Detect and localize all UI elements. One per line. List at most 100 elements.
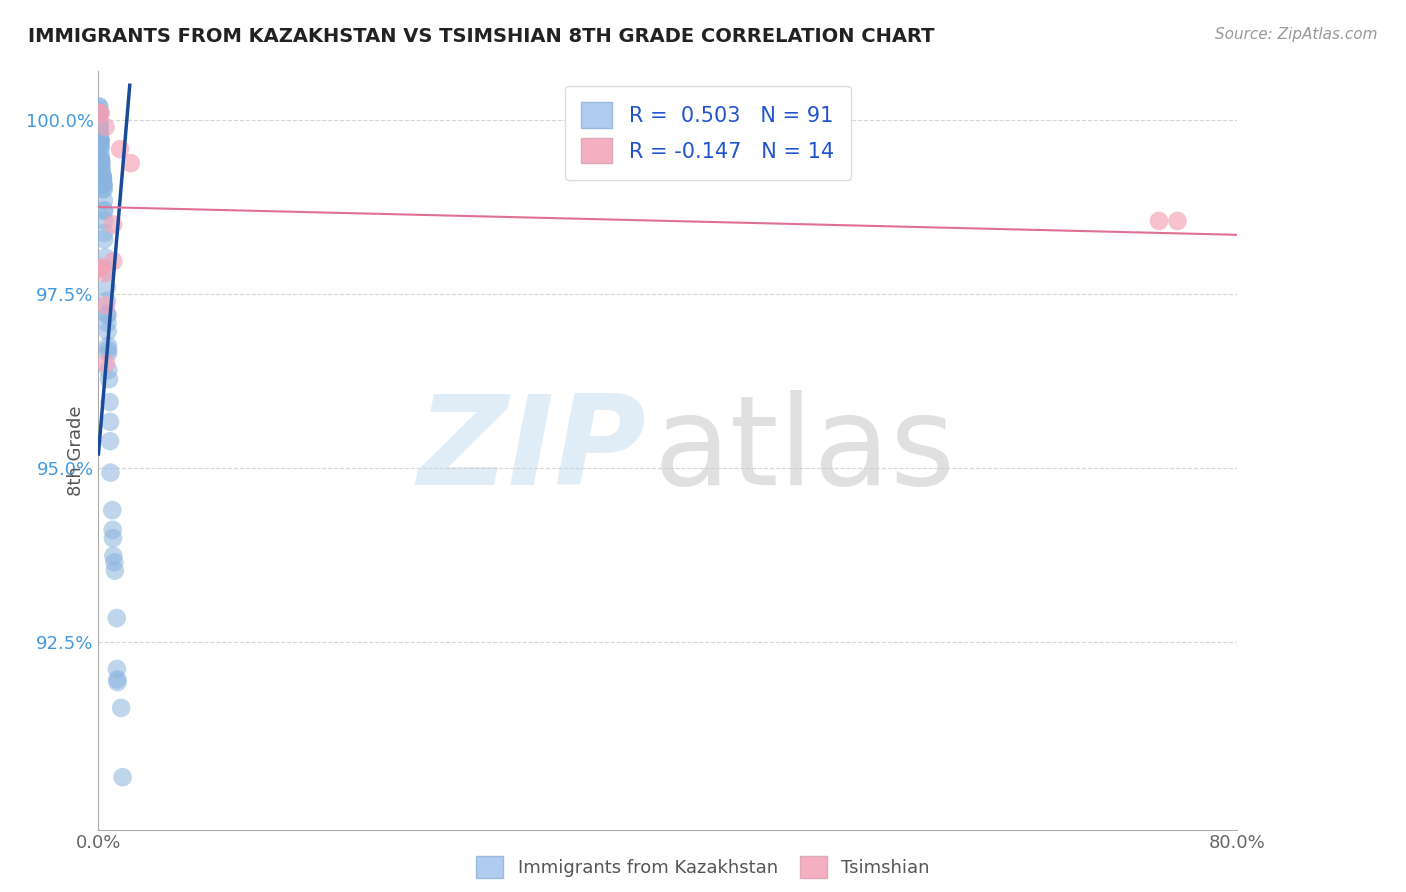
Point xyxy=(89,260,111,275)
Point xyxy=(90,162,112,177)
Point xyxy=(97,339,120,353)
Point xyxy=(101,218,124,232)
Point xyxy=(90,156,112,170)
Point xyxy=(94,250,117,264)
Point xyxy=(93,181,115,195)
Point xyxy=(89,119,111,133)
Point xyxy=(89,122,111,136)
Point xyxy=(89,106,111,120)
Point xyxy=(89,134,111,148)
Point xyxy=(101,503,124,517)
Point xyxy=(111,770,134,784)
Point xyxy=(91,170,114,185)
Point xyxy=(96,280,118,294)
Point xyxy=(98,372,121,386)
Point xyxy=(94,357,117,371)
Point xyxy=(101,523,124,537)
Point xyxy=(97,346,120,360)
Point xyxy=(93,232,115,246)
Point xyxy=(91,171,114,186)
Point xyxy=(108,142,131,156)
Point xyxy=(89,118,111,132)
Point xyxy=(101,531,124,545)
Point xyxy=(89,106,111,120)
Legend: Immigrants from Kazakhstan, Tsimshian: Immigrants from Kazakhstan, Tsimshian xyxy=(470,849,936,886)
Point xyxy=(89,133,111,147)
Point xyxy=(1147,214,1170,228)
Point xyxy=(90,106,112,120)
Point xyxy=(100,466,122,480)
Point xyxy=(94,263,117,277)
Point xyxy=(89,115,111,129)
Point xyxy=(93,183,115,197)
Y-axis label: 8th Grade: 8th Grade xyxy=(66,405,84,496)
Point xyxy=(120,156,142,170)
Point xyxy=(105,662,128,676)
Point xyxy=(110,701,132,715)
Point xyxy=(89,128,111,143)
Point xyxy=(89,130,111,145)
Point xyxy=(89,121,111,136)
Point xyxy=(94,120,117,134)
Point xyxy=(93,178,115,192)
Point xyxy=(89,128,111,143)
Point xyxy=(96,316,118,330)
Point xyxy=(89,136,111,150)
Point xyxy=(89,132,111,146)
Point xyxy=(107,675,129,690)
Point xyxy=(93,202,115,217)
Text: Source: ZipAtlas.com: Source: ZipAtlas.com xyxy=(1215,27,1378,42)
Point xyxy=(104,564,127,578)
Point xyxy=(1166,214,1188,228)
Point xyxy=(93,194,115,208)
Point xyxy=(89,126,111,140)
Point xyxy=(89,99,111,113)
Point xyxy=(90,153,112,168)
Point xyxy=(89,120,111,135)
Point xyxy=(96,293,118,308)
Point xyxy=(90,153,112,168)
Point xyxy=(89,118,111,132)
Point xyxy=(98,395,121,409)
Point xyxy=(93,266,115,280)
Point xyxy=(91,177,114,191)
Point xyxy=(91,172,114,186)
Point xyxy=(105,673,128,687)
Point xyxy=(103,549,125,563)
Point xyxy=(90,157,112,171)
Text: IMMIGRANTS FROM KAZAKHSTAN VS TSIMSHIAN 8TH GRADE CORRELATION CHART: IMMIGRANTS FROM KAZAKHSTAN VS TSIMSHIAN … xyxy=(28,27,935,45)
Point xyxy=(89,132,111,146)
Point xyxy=(90,148,112,162)
Point xyxy=(89,105,111,120)
Point xyxy=(89,136,111,151)
Point xyxy=(93,226,115,240)
Point xyxy=(90,141,112,155)
Point xyxy=(89,108,111,122)
Point xyxy=(98,415,121,429)
Point xyxy=(89,140,111,154)
Point xyxy=(89,112,111,126)
Point xyxy=(89,132,111,146)
Point xyxy=(89,260,111,275)
Point xyxy=(90,153,112,167)
Point xyxy=(96,307,118,321)
Text: ZIP: ZIP xyxy=(416,390,645,511)
Point xyxy=(89,118,111,132)
Point xyxy=(94,298,117,312)
Point xyxy=(91,178,114,192)
Point xyxy=(91,169,114,183)
Point xyxy=(89,132,111,146)
Point xyxy=(91,169,114,183)
Point xyxy=(103,555,125,569)
Point xyxy=(89,118,111,132)
Point xyxy=(93,204,115,219)
Legend: R =  0.503   N = 91, R = -0.147   N = 14: R = 0.503 N = 91, R = -0.147 N = 14 xyxy=(565,86,851,180)
Text: atlas: atlas xyxy=(654,390,956,511)
Point xyxy=(89,120,111,134)
Point xyxy=(96,309,118,323)
Point xyxy=(97,343,120,357)
Point xyxy=(89,129,111,144)
Point xyxy=(91,169,114,183)
Point xyxy=(89,100,111,114)
Point xyxy=(89,131,111,145)
